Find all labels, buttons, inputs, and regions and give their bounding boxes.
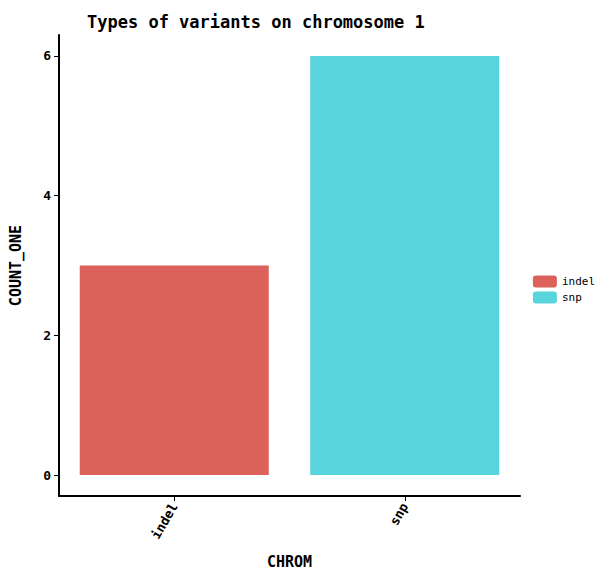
svg-text:indel: indel bbox=[148, 500, 181, 541]
svg-text:COUNT_ONE: COUNT_ONE bbox=[7, 225, 25, 306]
svg-text:Types of variants on chromosom: Types of variants on chromosome 1 bbox=[87, 12, 425, 32]
svg-text:0: 0 bbox=[43, 468, 51, 483]
svg-text:6: 6 bbox=[43, 48, 51, 63]
svg-text:CHROM: CHROM bbox=[267, 553, 312, 571]
svg-text:snp: snp bbox=[562, 291, 582, 304]
svg-text:snp: snp bbox=[387, 500, 412, 528]
svg-text:2: 2 bbox=[43, 328, 51, 343]
svg-text:indel: indel bbox=[562, 275, 595, 288]
svg-text:4: 4 bbox=[43, 188, 51, 203]
